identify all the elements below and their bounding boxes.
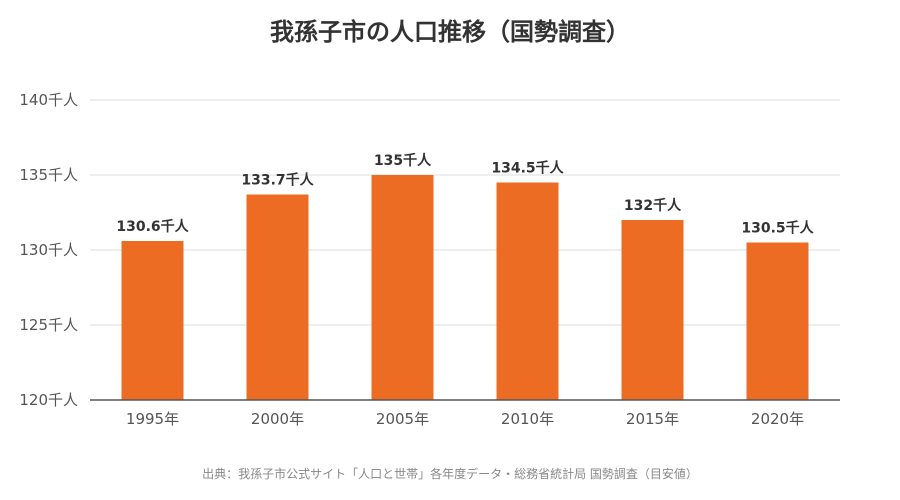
bar-data-label: 130.5千人: [741, 220, 814, 237]
x-tick-label: 1995年: [126, 410, 179, 428]
x-tick-label: 2005年: [376, 410, 429, 428]
y-tick-label: 140千人: [19, 91, 78, 109]
chart-title: 我孫子市の人口推移（国勢調査）: [270, 18, 630, 46]
x-tick-label: 2015年: [626, 410, 679, 428]
bars: [121, 175, 809, 400]
bar: [746, 242, 809, 400]
x-tick-label: 2020年: [751, 410, 804, 428]
bar-data-label: 135千人: [374, 152, 432, 169]
source-note: 出典：我孫子市公式サイト「人口と世帯」各年度データ・総務省統計局 国勢調査（目安…: [202, 466, 698, 481]
y-tick-label: 125千人: [19, 316, 78, 334]
grid-lines: [90, 99, 840, 326]
bar-data-label: 133.7千人: [241, 172, 314, 189]
y-tick-label: 135千人: [19, 166, 78, 184]
x-axis-ticks: 1995年 2000年 2005年 2010年 2015年 2020年: [126, 410, 804, 428]
y-tick-label: 120千人: [19, 391, 78, 409]
bar-data-label: 132千人: [624, 197, 682, 214]
y-axis-ticks: 140千人 135千人 130千人 125千人 120千人: [19, 91, 78, 409]
bar: [621, 220, 684, 400]
x-tick-label: 2000年: [251, 410, 304, 428]
bar: [246, 194, 309, 400]
x-tick-label: 2010年: [501, 410, 554, 428]
bar: [371, 175, 434, 400]
bar-data-label: 134.5千人: [491, 160, 564, 177]
bar-data-label: 130.6千人: [116, 218, 189, 235]
bar: [121, 241, 184, 400]
y-tick-label: 130千人: [19, 241, 78, 259]
data-labels: 130.6千人 133.7千人 135千人 134.5千人 132千人 130.5千人: [116, 152, 814, 237]
bar: [496, 182, 559, 400]
